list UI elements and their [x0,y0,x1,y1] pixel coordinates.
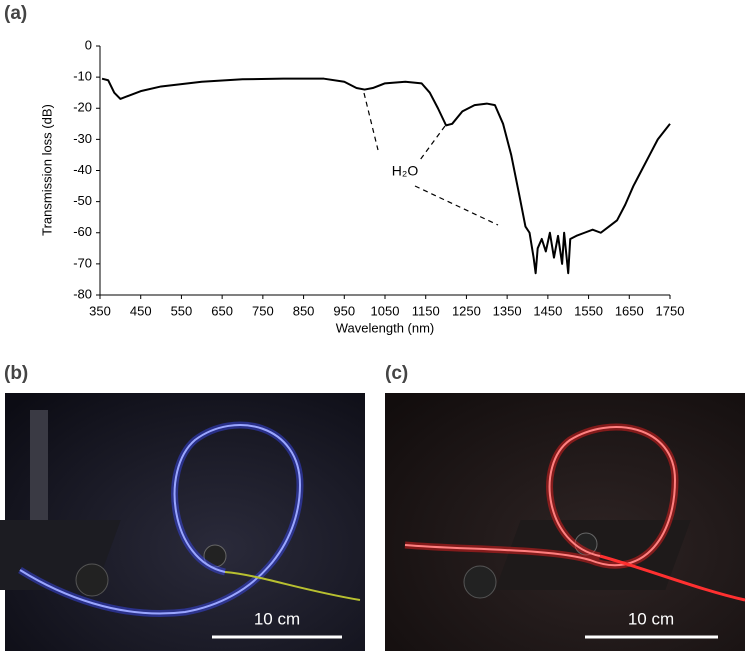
fiber-tail [224,571,361,601]
x-tick-label: 1250 [452,303,481,318]
y-tick-label: -20 [73,100,92,115]
scale-bar-label: 10 cm [628,609,674,628]
y-tick-label: -50 [73,193,92,208]
x-axis-title: Wavelength (nm) [336,320,435,335]
x-tick-label: 1550 [574,303,603,318]
scale-bar-label: 10 cm [254,609,300,628]
fiber [404,426,677,567]
y-tick-label: 0 [85,37,92,52]
x-tick-label: 1450 [533,303,562,318]
y-tick-label: -80 [73,286,92,301]
annotation: H₂O [392,163,419,179]
x-tick-label: 1750 [656,303,685,318]
post [30,410,48,540]
y-tick-label: -60 [73,224,92,239]
y-tick-label: -40 [73,162,92,177]
x-tick-label: 750 [252,303,274,318]
stage [0,520,121,590]
x-tick-label: 850 [293,303,315,318]
photo-scene [404,423,746,602]
x-tick-label: 450 [130,303,152,318]
x-tick-label: 950 [333,303,355,318]
knob [75,563,109,597]
annotation-leaders [363,92,499,226]
x-tick-label: 1650 [615,303,644,318]
x-tick-label: 550 [171,303,193,318]
x-tick-label: 650 [211,303,233,318]
y-axis-title: Transmission loss (dB) [39,104,54,236]
panel-label: (b) [4,363,28,384]
leader-line [414,185,499,226]
line [101,77,671,275]
fiber-tail [599,554,746,602]
x-tick-label: 1150 [412,303,440,318]
panel-label: (a) [4,3,27,24]
leader-line [419,125,446,161]
panel-label: (c) [385,363,408,384]
x-tick-label: 350 [89,303,111,318]
leader-line [363,92,379,151]
knob [203,544,227,568]
y-tick-label: -10 [73,69,92,84]
y-tick-label: -70 [73,255,92,270]
knob [463,565,497,599]
x-tick-label: 1050 [371,303,400,318]
photo-scene [0,410,361,618]
fiber [19,424,302,615]
x-tick-label: 1350 [493,303,522,318]
y-tick-label: -30 [73,131,92,146]
